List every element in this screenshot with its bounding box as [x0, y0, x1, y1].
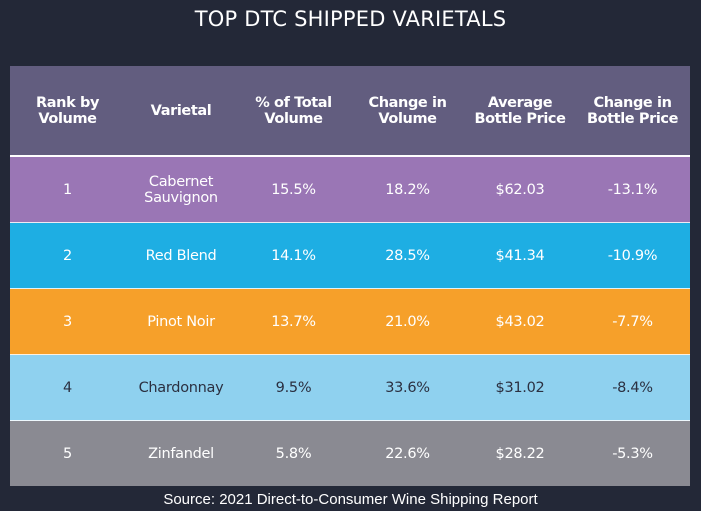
- cell-change-in-bottle-price: -10.9%: [607, 247, 658, 264]
- cell-percent-total-volume: 15.5%: [271, 181, 316, 198]
- cell-rank: 1: [63, 181, 72, 198]
- cell-average-bottle-price: $28.22: [495, 445, 545, 462]
- cell-varietal: Chardonnay: [138, 379, 224, 396]
- cell-percent-total-volume: 9.5%: [275, 379, 312, 396]
- header-varietal: Varietal: [150, 102, 212, 119]
- cell-change-in-bottle-price: -13.1%: [607, 181, 658, 198]
- header-change-in-volume: Change in Volume: [368, 94, 447, 127]
- table-row: 4 Chardonnay 9.5% 33.6% $31.02 -8.4%: [10, 355, 690, 421]
- header-change-in-bottle-price: Change in Bottle Price: [586, 94, 679, 127]
- cell-average-bottle-price: $41.34: [495, 247, 545, 264]
- cell-percent-total-volume: 14.1%: [271, 247, 316, 264]
- cell-change-in-volume: 18.2%: [385, 181, 430, 198]
- cell-average-bottle-price: $62.03: [495, 181, 545, 198]
- cell-change-in-volume: 21.0%: [385, 313, 430, 330]
- cell-rank: 3: [63, 313, 72, 330]
- table-row: 5 Zinfandel 5.8% 22.6% $28.22 -5.3%: [10, 421, 690, 486]
- cell-change-in-bottle-price: -5.3%: [612, 445, 653, 462]
- header-percent-total-volume: % of Total Volume: [255, 94, 332, 127]
- source-note: Source: 2021 Direct-to-Consumer Wine Shi…: [163, 491, 538, 508]
- cell-varietal: Red Blend: [145, 247, 217, 264]
- table-row: 2 Red Blend 14.1% 28.5% $41.34 -10.9%: [10, 223, 690, 289]
- table-header-row: Rank by Volume Varietal % of Total Volum…: [10, 66, 690, 157]
- page-title: TOP DTC SHIPPED VARIETALS: [194, 7, 507, 31]
- cell-varietal: Pinot Noir: [147, 313, 215, 330]
- cell-varietal: Cabernet Sauvignon: [144, 173, 218, 206]
- table-row: 1 Cabernet Sauvignon 15.5% 18.2% $62.03 …: [10, 157, 690, 223]
- cell-rank: 4: [63, 379, 72, 396]
- cell-change-in-volume: 33.6%: [385, 379, 430, 396]
- header-average-bottle-price: Average Bottle Price: [474, 94, 566, 127]
- cell-percent-total-volume: 5.8%: [275, 445, 312, 462]
- cell-varietal: Zinfandel: [148, 445, 214, 462]
- table-row: 3 Pinot Noir 13.7% 21.0% $43.02 -7.7%: [10, 289, 690, 355]
- cell-change-in-volume: 28.5%: [385, 247, 430, 264]
- varietals-table: Rank by Volume Varietal % of Total Volum…: [10, 66, 690, 489]
- cell-change-in-volume: 22.6%: [385, 445, 430, 462]
- cell-change-in-bottle-price: -7.7%: [612, 313, 653, 330]
- cell-percent-total-volume: 13.7%: [271, 313, 316, 330]
- cell-rank: 2: [63, 247, 72, 264]
- cell-rank: 5: [63, 445, 72, 462]
- cell-average-bottle-price: $31.02: [495, 379, 545, 396]
- header-rank-by-volume: Rank by Volume: [36, 94, 99, 127]
- cell-average-bottle-price: $43.02: [495, 313, 545, 330]
- cell-change-in-bottle-price: -8.4%: [612, 379, 653, 396]
